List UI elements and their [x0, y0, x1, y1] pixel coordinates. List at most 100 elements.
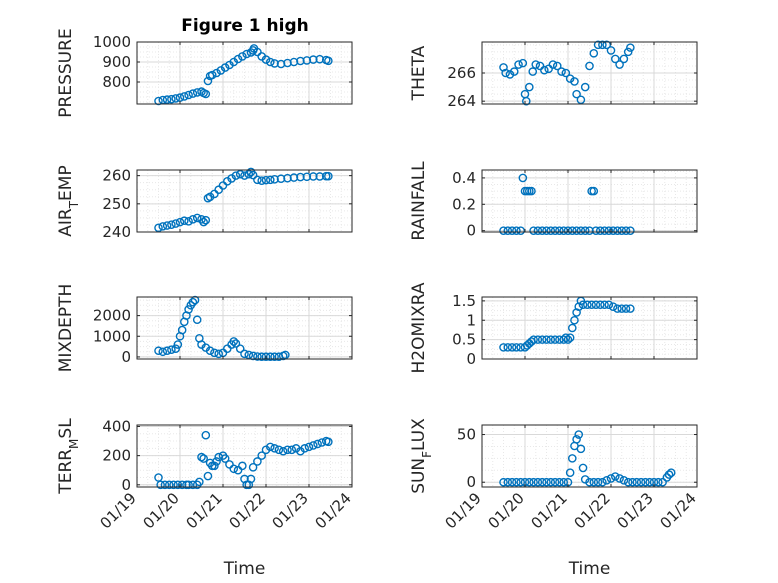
xlabel: Time — [223, 559, 266, 579]
data-point — [240, 171, 249, 180]
data-point — [240, 349, 249, 359]
data-point — [499, 477, 508, 487]
data-point — [158, 347, 168, 357]
data-point — [580, 226, 590, 235]
data-point — [499, 343, 508, 352]
data-point — [270, 59, 279, 68]
data-point — [167, 345, 176, 355]
data-point — [645, 477, 655, 487]
data-point — [210, 348, 219, 358]
subplot-terr-msl: 0 200 400 01/19 01/20 01/21 01/22 01/23 01/24 Tim… — [56, 417, 355, 579]
data-point — [283, 173, 292, 183]
data-point — [591, 300, 601, 310]
data-point — [184, 305, 193, 314]
data-point — [169, 480, 178, 490]
data-point — [561, 68, 571, 78]
data-point — [666, 468, 676, 477]
ytick-label: 240 — [102, 223, 131, 241]
data-point — [154, 96, 163, 106]
data-point — [623, 477, 633, 487]
xtick-label: 01/22 — [571, 489, 614, 532]
data-point — [184, 480, 193, 490]
data-point — [529, 477, 538, 487]
data-point — [220, 63, 230, 72]
data-point — [216, 66, 226, 75]
data-point — [253, 47, 262, 57]
data-point — [253, 175, 262, 185]
data-point — [626, 304, 635, 313]
data-point — [585, 477, 594, 487]
data-point — [557, 67, 566, 76]
data-point — [203, 471, 213, 481]
data-point — [518, 173, 528, 183]
data-point — [509, 67, 519, 76]
data-point — [201, 430, 211, 440]
data-point — [289, 173, 299, 182]
data-point — [507, 343, 517, 352]
data-point — [192, 213, 202, 223]
data-point — [207, 70, 217, 80]
data-point — [546, 226, 556, 235]
subplot-air-temp: 240 250 260 AIRTEMP — [56, 165, 353, 241]
data-point — [628, 477, 637, 487]
data-point — [173, 340, 183, 349]
data-point — [548, 60, 558, 69]
data-point — [580, 82, 590, 92]
data-point — [512, 226, 521, 235]
data-point — [546, 335, 556, 344]
data-point — [576, 95, 586, 105]
data-point — [235, 344, 245, 353]
data-point — [533, 477, 543, 487]
data-point — [188, 297, 198, 307]
data-point — [574, 430, 584, 439]
data-point — [308, 172, 318, 181]
ylabel: SUNFLUX — [409, 418, 434, 494]
data-point — [572, 435, 581, 444]
data-point — [265, 175, 275, 185]
axes-frame — [481, 296, 698, 360]
data-point — [257, 176, 267, 186]
data-point — [576, 444, 586, 454]
data-point — [253, 352, 262, 361]
data-point — [604, 300, 614, 310]
data-point — [632, 477, 642, 487]
data-point — [559, 477, 569, 487]
data-point — [595, 300, 605, 310]
data-point — [589, 48, 599, 58]
data-point — [192, 315, 202, 325]
data-point — [184, 90, 193, 100]
data-point — [195, 477, 204, 487]
data-point — [164, 480, 174, 490]
data-point — [503, 477, 513, 487]
data-point — [261, 352, 271, 362]
data-point — [171, 219, 180, 228]
data-point — [537, 477, 547, 487]
ytick-label: 2000 — [93, 307, 131, 325]
data-point — [201, 215, 211, 225]
data-point — [499, 226, 508, 235]
data-point — [179, 216, 189, 226]
data-point — [199, 454, 208, 463]
data-point — [537, 335, 547, 344]
data-point — [265, 352, 275, 362]
ytick-label: 260 — [102, 167, 131, 185]
data-point — [203, 193, 213, 203]
axes-frame — [136, 296, 353, 360]
data-point — [231, 339, 241, 348]
ytick-label: 200 — [102, 447, 131, 465]
ytick-label: 0.2 — [452, 195, 476, 213]
subplot-h2omixra: 00.5 11.5 H2OMIXRA — [409, 282, 698, 374]
xtick-label: 01/19 — [442, 489, 485, 532]
data-point — [576, 226, 586, 235]
data-point — [542, 226, 551, 235]
data-point — [229, 337, 239, 346]
data-point — [227, 174, 236, 183]
ylabel: RAINFALL — [409, 161, 429, 241]
data-point — [521, 96, 531, 106]
data-point — [617, 226, 627, 235]
data-point — [591, 226, 601, 235]
data-point — [296, 56, 305, 66]
data-point — [568, 323, 577, 333]
data-point — [570, 315, 579, 325]
